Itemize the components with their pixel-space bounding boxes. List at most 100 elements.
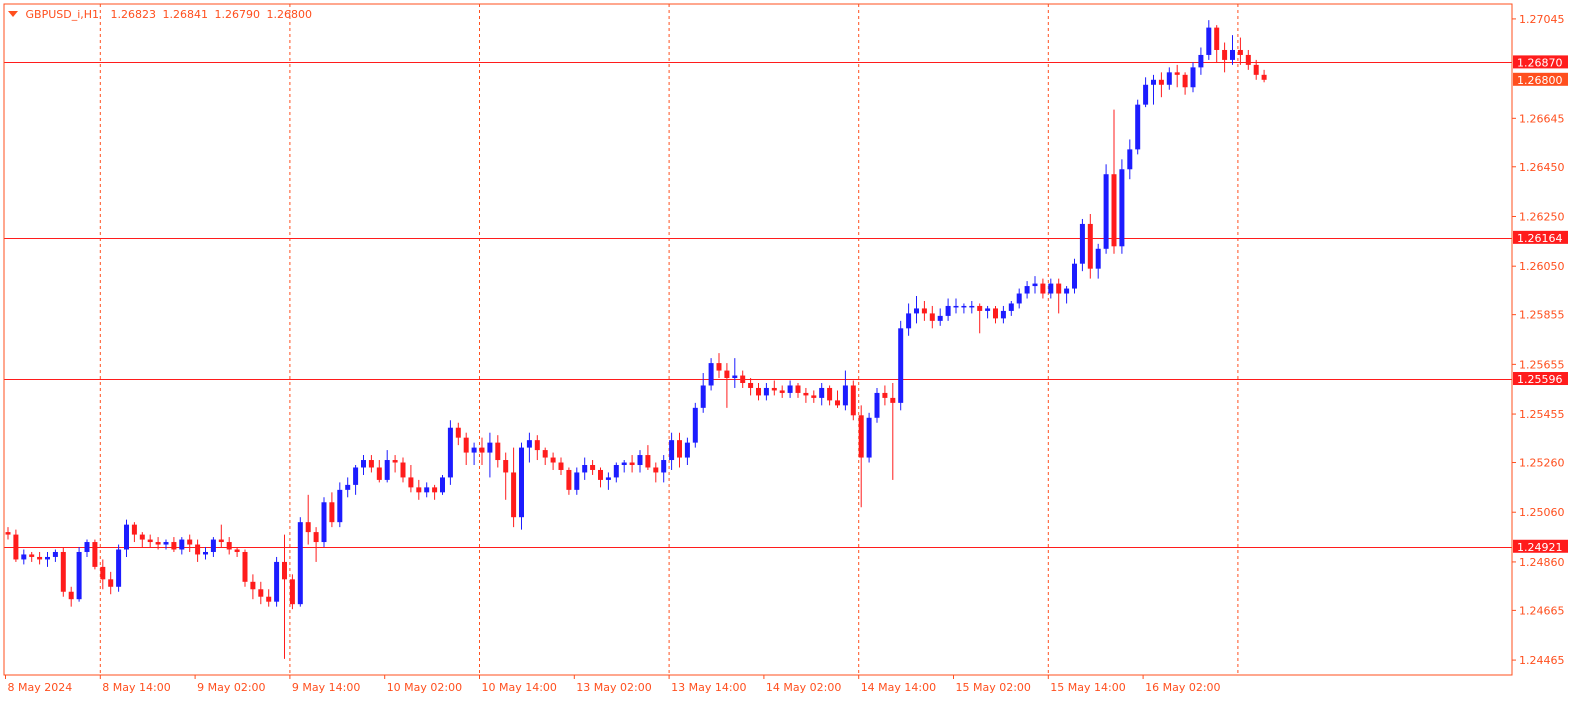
candle-body (969, 305, 975, 308)
vertical-grid (99, 4, 1239, 675)
candle (37, 551, 43, 565)
candle (337, 482, 343, 528)
candle (1119, 159, 1125, 254)
candle-body (76, 551, 82, 600)
candle (400, 457, 406, 483)
candle-body (890, 397, 896, 403)
collapse-triangle-icon[interactable] (8, 11, 18, 17)
candle (882, 385, 888, 406)
candle (226, 537, 232, 555)
candle-body (416, 487, 422, 493)
candle-body (1008, 303, 1014, 311)
candle (1158, 72, 1164, 98)
candle-body (1214, 27, 1220, 50)
candle (361, 455, 366, 475)
candle (1127, 139, 1133, 180)
candle (242, 549, 248, 587)
candle-body (1166, 72, 1172, 85)
candle-body (1253, 64, 1259, 75)
candle-body (447, 427, 453, 478)
candle (155, 537, 161, 550)
candle-body (1072, 263, 1077, 289)
candle-body (345, 484, 351, 490)
candle-body (305, 522, 311, 533)
candle-body (661, 460, 667, 473)
candle-body (1230, 49, 1235, 60)
candle-body (353, 467, 359, 485)
candle-body (582, 465, 588, 473)
candle (68, 586, 74, 607)
candle (258, 581, 264, 605)
candle-body (566, 469, 572, 490)
candle (874, 387, 880, 423)
current-price-tag (1513, 72, 1568, 86)
symbol-info: GBPUSD_i,H1 1.26823 1.26841 1.26790 1.26… (8, 7, 315, 21)
candle (629, 455, 635, 473)
candle-body (100, 566, 106, 580)
candle-body (1127, 149, 1133, 170)
price-tag-label: 1.25596 (1517, 373, 1563, 386)
candle-body (842, 385, 848, 406)
price-tick-label: 1.26250 (1519, 210, 1565, 223)
candle (819, 382, 825, 406)
candle-body (289, 579, 295, 605)
horizontal-levels[interactable] (4, 62, 1512, 548)
candle (1024, 281, 1030, 299)
candle-body (5, 532, 11, 535)
candle-body (850, 385, 856, 416)
candle (52, 549, 58, 562)
candle (898, 320, 904, 411)
candle (985, 305, 991, 319)
candle-body (187, 539, 193, 545)
candle (850, 380, 856, 421)
candle (993, 305, 998, 324)
candle-body (1103, 174, 1109, 249)
candle-body (787, 385, 793, 393)
price-tick-label: 1.26050 (1519, 260, 1565, 273)
candle-body (131, 524, 137, 535)
candle (210, 537, 216, 557)
price-tick-label: 1.27045 (1519, 13, 1565, 26)
candle (969, 300, 975, 314)
candle (100, 559, 106, 590)
candle (566, 467, 572, 495)
candle-body (835, 400, 840, 406)
candle (1135, 99, 1141, 155)
candle-body (432, 487, 438, 493)
candle-body (384, 460, 390, 480)
symbol-timeframe: GBPUSD_i,H1 (25, 7, 100, 21)
candle-body (60, 551, 66, 592)
candle (637, 450, 643, 473)
candle (724, 363, 730, 408)
candle-body (716, 363, 722, 371)
candle-body (1111, 174, 1117, 247)
candle-body (503, 460, 509, 473)
candle (234, 547, 240, 557)
price-tag-label: 1.26870 (1517, 56, 1563, 69)
candle-body (985, 308, 991, 311)
level-price-tag (1513, 55, 1568, 69)
time-tick-label: 14 May 02:00 (766, 681, 841, 694)
candle-body (590, 465, 596, 470)
candle (1056, 278, 1062, 314)
candle (582, 457, 588, 480)
candle-body (795, 385, 801, 393)
candle (1095, 243, 1101, 279)
candle-body (13, 534, 19, 560)
candle (558, 457, 564, 475)
candle-body (463, 437, 469, 453)
candle (274, 556, 280, 607)
time-tick-label: 9 May 14:00 (292, 681, 360, 694)
candle-body (771, 387, 777, 391)
candle-body (21, 554, 27, 560)
candle-body (1016, 293, 1022, 304)
candle-body (408, 477, 414, 488)
candle-body (282, 561, 287, 580)
candle (1174, 64, 1180, 88)
candle (503, 452, 509, 500)
candle-body (1261, 74, 1267, 80)
candle (424, 482, 430, 498)
candle (218, 524, 224, 548)
candle-body (748, 382, 754, 388)
